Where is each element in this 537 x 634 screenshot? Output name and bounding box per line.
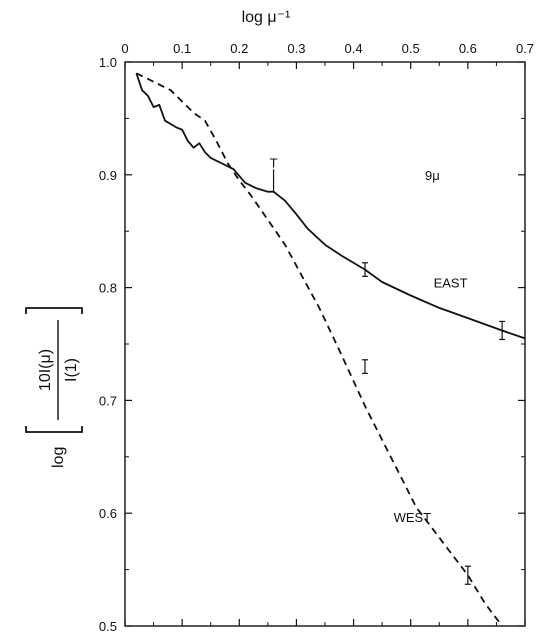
x-tick-label: 0.5 [402,41,420,56]
series-east-line [135,73,526,340]
x-tick-label: 0.6 [459,41,477,56]
plot-frame [124,61,526,627]
x-tick-label: 0.7 [516,41,534,56]
y-tick-label: 0.9 [99,168,117,183]
series-layer: EAST WEST [135,72,526,627]
y-tick-label: 1.0 [99,55,117,70]
y-axis-title-left-bracket [25,426,83,433]
errorbar-layer [362,262,506,585]
error-bar-west [362,359,368,374]
x-axis-title: log μ⁻¹ [242,9,291,26]
x-axis: 0 0.1 0.2 0.3 0.4 0.5 0.6 0.7 [121,41,534,626]
x-tick-label: 0.4 [345,41,363,56]
x-tick-label: 0.3 [287,41,305,56]
y-tick-label: 0.6 [99,506,117,521]
x-tick-label: 0 [121,41,128,56]
error-bar-east [362,262,368,277]
y-axis-title-numerator: 10I(μ) [37,349,54,391]
error-bar-east [499,320,506,341]
error-bar-west [464,565,471,585]
x-tick-label: 0.1 [173,41,191,56]
marker-label: T [270,155,278,170]
y-axis-title-right-bracket [25,307,83,314]
y-axis: 0.5 0.6 0.7 0.8 0.9 1.0 [99,55,525,634]
y-tick-label: 0.8 [99,281,117,296]
y-axis-title-denominator: I(1) [63,358,80,382]
y-tick-label: 0.5 [99,619,117,634]
series-label-east: EAST [434,276,468,291]
y-tick-label: 0.7 [99,393,117,408]
series-west-line [136,72,503,627]
annotation-9mu: 9μ [425,168,440,183]
series-label-west: WEST [394,510,432,525]
y-axis-title-prefix: log [50,447,67,468]
x-tick-label: 0.2 [230,41,248,56]
y-axis-title: log 10I(μ) I(1) [25,307,83,468]
